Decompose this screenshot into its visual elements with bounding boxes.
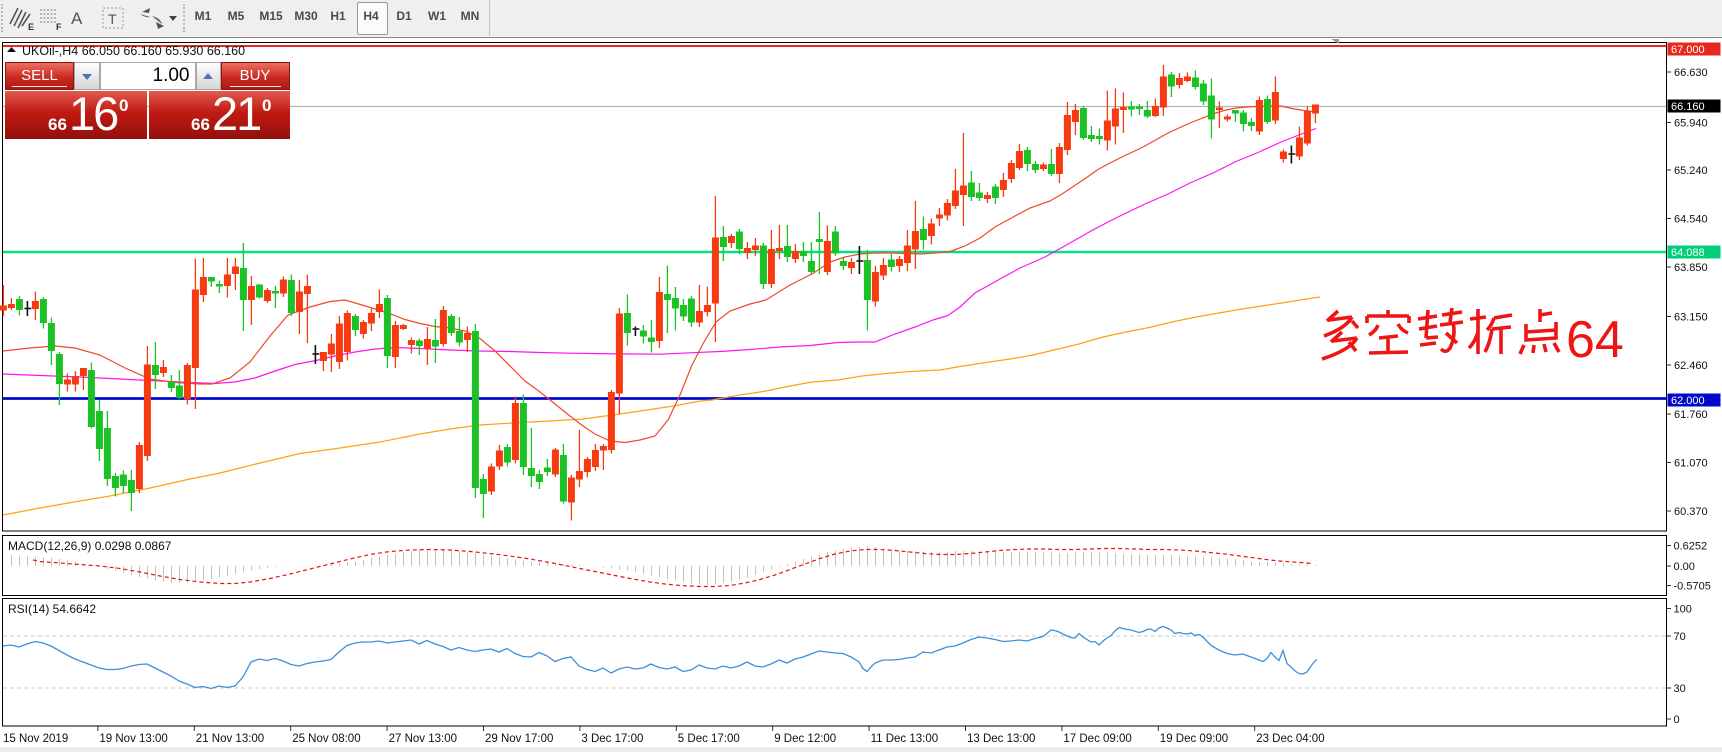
svg-text:63.150: 63.150 [1674, 312, 1708, 324]
svg-text:65.240: 65.240 [1674, 165, 1708, 177]
svg-text:A: A [71, 9, 83, 28]
svg-text:62.460: 62.460 [1674, 360, 1708, 372]
svg-text:17 Dec 09:00: 17 Dec 09:00 [1063, 733, 1131, 745]
svg-text:3 Dec 17:00: 3 Dec 17:00 [581, 733, 643, 745]
svg-text:100: 100 [1674, 604, 1692, 616]
svg-text:62.000: 62.000 [1671, 395, 1705, 407]
svg-text:E: E [28, 22, 34, 32]
svg-text:UKOil-,H4 66.050 66.160 65.93: UKOil-,H4 66.050 66.160 65.930 66.160 [22, 44, 245, 58]
svg-text:RSI(14) 54.6642: RSI(14) 54.6642 [8, 602, 96, 616]
svg-text:61.070: 61.070 [1674, 458, 1708, 470]
svg-text:9 Dec 12:00: 9 Dec 12:00 [774, 733, 836, 745]
svg-text:64: 64 [1566, 311, 1624, 369]
svg-text:63.850: 63.850 [1674, 262, 1708, 274]
svg-text:19 Nov 13:00: 19 Nov 13:00 [99, 733, 167, 745]
svg-text:64.540: 64.540 [1674, 214, 1708, 226]
svg-text:0.6252: 0.6252 [1674, 541, 1708, 553]
svg-text:27 Nov 13:00: 27 Nov 13:00 [389, 733, 457, 745]
svg-text:19 Dec 09:00: 19 Dec 09:00 [1160, 733, 1228, 745]
svg-text:61.760: 61.760 [1674, 409, 1708, 421]
svg-text:64.088: 64.088 [1671, 247, 1705, 259]
svg-text:23 Dec 04:00: 23 Dec 04:00 [1256, 733, 1324, 745]
svg-text:65.940: 65.940 [1674, 118, 1708, 130]
svg-text:67.000: 67.000 [1671, 44, 1705, 56]
svg-text:MACD(12,26,9) 0.0298 0.0867: MACD(12,26,9) 0.0298 0.0867 [8, 539, 172, 553]
svg-text:25 Nov 08:00: 25 Nov 08:00 [292, 733, 360, 745]
svg-text:T: T [108, 11, 117, 27]
svg-text:5 Dec 17:00: 5 Dec 17:00 [678, 733, 740, 745]
svg-text:66.630: 66.630 [1674, 67, 1708, 79]
svg-text:70: 70 [1674, 631, 1686, 643]
svg-text:11 Dec 13:00: 11 Dec 13:00 [871, 733, 939, 745]
svg-text:60.370: 60.370 [1674, 506, 1708, 518]
svg-text:15 Nov 2019: 15 Nov 2019 [3, 733, 68, 745]
svg-text:29 Nov 17:00: 29 Nov 17:00 [485, 733, 553, 745]
svg-text:66.160: 66.160 [1671, 101, 1705, 113]
svg-text:0: 0 [1674, 714, 1680, 726]
svg-text:-0.5705: -0.5705 [1674, 581, 1711, 593]
svg-text:F: F [56, 22, 62, 32]
svg-text:0.00: 0.00 [1674, 561, 1695, 573]
svg-text:21 Nov 13:00: 21 Nov 13:00 [196, 733, 264, 745]
svg-text:30: 30 [1674, 683, 1686, 695]
svg-text:13 Dec 13:00: 13 Dec 13:00 [967, 733, 1035, 745]
